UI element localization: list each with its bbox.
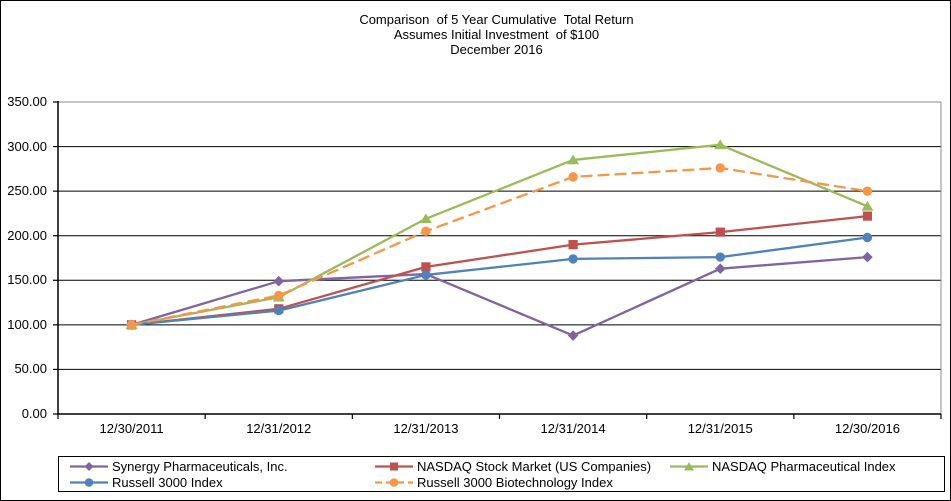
series-line [130,236,869,327]
legend-item-russell-3000: Russell 3000 Index [69,474,223,490]
legend-item-nasdaq-stock-market: NASDAQ Stock Market (US Companies) [374,458,651,474]
y-tick-label: 200.00 [7,227,47,243]
square-marker-icon [421,262,431,272]
y-tick-label: 250.00 [7,183,47,199]
circle-marker-icon [274,290,284,301]
square-marker-icon [715,227,725,237]
legend-item-synergy: Synergy Pharmaceuticals, Inc. [69,458,288,474]
legend-label-nasdaq-pharma: NASDAQ Pharmaceutical Index [712,458,896,474]
triangle-marker-icon [419,213,432,224]
y-tick-label: 300.00 [7,138,47,154]
circle-marker-icon [274,305,284,316]
circle-marker-icon [715,163,725,173]
triangle-marker-icon [714,139,727,150]
series-line [130,166,869,327]
chart-title: Comparison of 5 Year Cumulative Total Re… [41,12,950,57]
triangle-marker-icon [567,154,580,165]
circle-marker-icon [715,252,725,262]
circle-marker-icon [126,320,137,330]
legend-label-synergy: Synergy Pharmaceuticals, Inc. [112,458,288,474]
chart-title-line-2: Assumes Initial Investment of $100 [393,27,600,42]
legend-item-russell-biotech: Russell 3000 Biotechnology Index [374,474,613,490]
legend-label-russell-biotech: Russell 3000 Biotechnology Index [417,474,613,490]
legend-label-nasdaq-stock-market: NASDAQ Stock Market (US Companies) [417,458,652,474]
legend: Synergy Pharmaceuticals, Inc. NASDAQ Sto… [58,456,945,492]
legend-item-nasdaq-pharma: NASDAQ Pharmaceutical Index [669,458,896,474]
circle-marker-icon [421,226,431,236]
diamond-marker-icon [862,251,873,263]
series-line [130,214,869,327]
russell-biotech-line-marker-icon [375,477,413,487]
triangle-marker-icon [861,200,874,211]
x-tick-label: 12/31/2015 [687,421,753,436]
y-tick-label: 350.00 [7,94,47,109]
x-tick-label: 12/31/2012 [246,421,312,436]
x-tick-label: 12/30/2016 [834,421,900,436]
chart-title-line-3: December 2016 [450,42,543,57]
series-line [130,143,869,327]
legend-label-russell-3000: Russell 3000 Index [112,474,223,490]
square-marker-icon [568,240,578,250]
diamond-marker-icon [714,263,726,274]
y-tick-label: 150.00 [7,272,47,288]
x-tick-label: 12/30/2011 [99,421,164,436]
chart-title-line-1: Comparison of 5 Year Cumulative Total Re… [359,12,634,27]
square-marker-icon [862,211,873,221]
x-tick-label: 12/31/2014 [540,421,606,436]
y-tick-label: 100.00 [7,316,47,332]
nasdaq-pharma-line-marker-icon [670,461,708,470]
y-tick-label: 50.00 [14,361,47,377]
synergy-line-marker-icon [70,461,108,471]
circle-marker-icon [568,254,578,264]
nasdaq-stock-market-line-marker-icon [375,462,413,470]
circle-marker-icon [568,172,578,182]
series-line [130,255,869,337]
russell-3000-line-marker-icon [70,477,108,487]
y-tick-label: 0.00 [21,406,47,421]
diamond-marker-icon [273,275,285,287]
circle-marker-icon [862,232,873,243]
diamond-marker-icon [567,330,579,341]
circle-marker-icon [421,270,431,280]
circle-marker-icon [862,186,873,196]
x-tick-label: 12/31/2013 [393,421,459,436]
